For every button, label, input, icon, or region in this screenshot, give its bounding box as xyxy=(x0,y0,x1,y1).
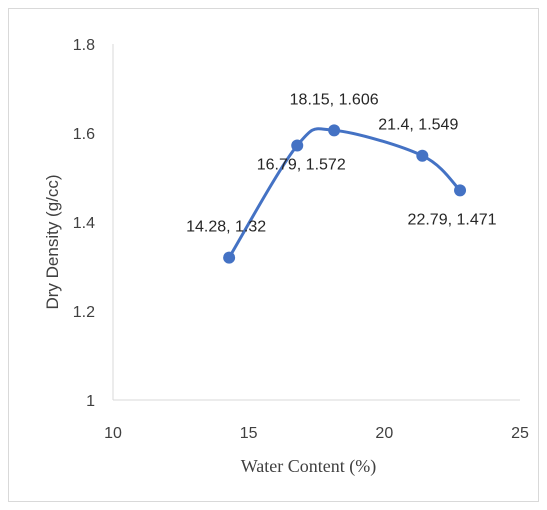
x-tick-labels: 10 15 20 25 xyxy=(104,425,529,442)
x-tick-label: 20 xyxy=(375,425,393,442)
y-tick-label: 1.2 xyxy=(73,304,95,321)
chart-frame xyxy=(8,8,539,502)
data-label: 21.4, 1.549 xyxy=(378,117,458,134)
data-label: 14.28, 1.32 xyxy=(186,219,266,236)
x-tick-label: 15 xyxy=(240,425,258,442)
data-point xyxy=(291,139,304,152)
y-tick-labels: 1 1.2 1.4 1.6 1.8 xyxy=(73,37,95,410)
y-tick-label: 1 xyxy=(86,393,95,410)
data-points xyxy=(223,124,467,264)
axes xyxy=(112,44,520,401)
data-point xyxy=(328,124,341,137)
data-label: 18.15, 1.606 xyxy=(290,91,379,108)
data-point xyxy=(454,184,467,197)
y-tick-label: 1.8 xyxy=(73,37,95,54)
x-axis-label: Water Content (%) xyxy=(241,456,377,477)
data-point xyxy=(223,251,236,264)
data-point xyxy=(416,149,429,162)
series-line xyxy=(227,127,462,259)
x-tick-label: 10 xyxy=(104,425,122,442)
y-axis-label: Dry Density (g/cc) xyxy=(43,174,62,309)
data-labels: 14.28, 1.32 16.79, 1.572 18.15, 1.606 21.4,… xyxy=(186,91,497,235)
data-label: 16.79, 1.572 xyxy=(257,156,346,173)
y-tick-label: 1.6 xyxy=(73,126,95,143)
x-tick-label: 25 xyxy=(511,425,529,442)
y-tick-label: 1.4 xyxy=(73,215,95,232)
data-label: 22.79, 1.471 xyxy=(408,211,497,228)
